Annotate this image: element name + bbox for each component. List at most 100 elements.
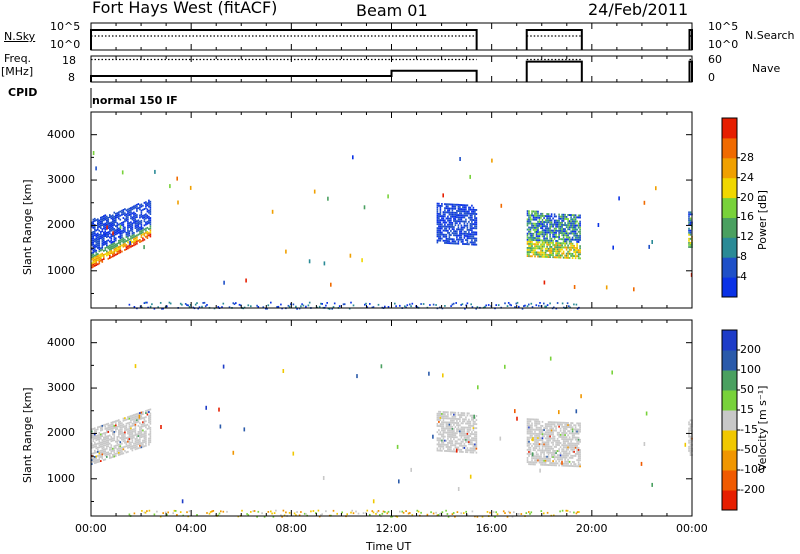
power-cell <box>133 207 135 210</box>
velocity-cell <box>444 431 446 434</box>
velocity-cell <box>573 448 575 451</box>
power-cell <box>553 213 556 216</box>
velocity-ground-scatter <box>283 514 286 517</box>
power-cell <box>457 218 460 221</box>
velocity-cell <box>465 449 467 451</box>
velocity-cell <box>574 455 577 457</box>
power-cell <box>526 224 529 227</box>
velocity-cell <box>130 447 132 450</box>
velocity-cell <box>130 435 132 438</box>
velocity-cell <box>456 422 458 424</box>
velocity-cell <box>134 438 137 440</box>
power-cell <box>547 229 550 232</box>
power-cell <box>579 251 581 254</box>
power-cell <box>441 217 443 220</box>
power-cell <box>115 247 117 250</box>
power-cell <box>442 233 445 236</box>
power-cell <box>450 217 452 220</box>
power-cell <box>574 232 577 235</box>
velocity-cell <box>465 432 467 435</box>
velocity-cell <box>550 464 553 467</box>
power-ground-scatter <box>333 302 336 305</box>
velocity-cell <box>448 417 451 420</box>
power-ground-scatter <box>196 302 198 304</box>
power-cell <box>688 229 690 232</box>
power-cell <box>436 210 439 213</box>
power-cell <box>460 214 463 217</box>
velocity-cell <box>534 449 536 452</box>
power-cell <box>579 224 581 227</box>
power-cell <box>532 216 535 219</box>
power-cell <box>444 209 446 212</box>
power-ground-scatter <box>506 305 509 307</box>
power-isolated-point <box>605 285 608 290</box>
velocity-cell <box>546 429 548 432</box>
power-cell <box>112 241 114 243</box>
velocity-cell <box>466 422 469 425</box>
velocity-isolated-point <box>396 444 399 449</box>
velocity-cell <box>101 451 104 454</box>
velocity-cell <box>94 460 96 462</box>
power-cell <box>146 237 149 239</box>
velocity-isolated-point <box>219 424 222 429</box>
power-cell <box>568 242 571 245</box>
velocity-cell <box>133 418 135 421</box>
power-cell <box>445 203 448 206</box>
power-cell <box>118 213 120 216</box>
power-cell <box>462 214 464 217</box>
velocity-cell <box>472 433 475 436</box>
power-cell <box>553 256 556 259</box>
power-cell <box>567 220 569 222</box>
velocity-cell <box>576 422 578 425</box>
velocity-cell <box>544 425 547 427</box>
power-cell <box>454 216 457 218</box>
velocity-cell <box>439 425 442 428</box>
power-cell <box>555 215 557 218</box>
power-ground-scatter <box>544 305 546 308</box>
power-cell <box>448 211 451 214</box>
power-cell <box>113 254 116 257</box>
power-cell <box>552 252 554 255</box>
velocity-cell <box>456 424 458 426</box>
power-cell <box>115 239 117 242</box>
power-ground-scatter <box>203 301 206 304</box>
power-cell <box>529 234 532 237</box>
power-cell <box>436 241 439 244</box>
power-cell <box>444 207 446 210</box>
velocity-cell <box>466 436 469 439</box>
power-cell <box>91 221 93 224</box>
power-cell <box>534 247 536 250</box>
velocity-cell <box>436 414 439 417</box>
power-cell <box>456 230 458 233</box>
power-cell <box>453 215 455 218</box>
power-cell <box>579 239 581 241</box>
power-ground-scatter <box>365 302 367 305</box>
power-cell <box>577 253 580 256</box>
velocity-cell <box>559 462 562 465</box>
velocity-cell <box>552 441 554 444</box>
velocity-cell <box>688 423 690 426</box>
velocity-cell <box>579 428 581 431</box>
velocity-cell <box>531 445 533 447</box>
power-cell <box>107 247 110 250</box>
velocity-cell <box>456 436 458 439</box>
velocity-ground-scatter <box>288 512 291 514</box>
velocity-cell <box>131 416 134 419</box>
power-cell <box>121 213 123 216</box>
velocity-ground-scatter <box>256 515 258 518</box>
velocity-cell <box>529 434 532 437</box>
power-cell <box>462 210 464 213</box>
velocity-cell <box>128 432 131 434</box>
velocity-cell <box>549 451 551 454</box>
power-cell <box>555 254 557 257</box>
velocity-cell <box>134 446 137 449</box>
power-cell <box>439 213 442 215</box>
velocity-cell <box>534 455 536 458</box>
power-cell <box>143 228 146 231</box>
power-cell <box>541 227 544 230</box>
velocity-cell <box>549 447 551 450</box>
power-cell <box>553 231 556 234</box>
power-cell <box>91 233 93 236</box>
power-cell <box>463 230 466 233</box>
power-cell <box>688 246 690 248</box>
